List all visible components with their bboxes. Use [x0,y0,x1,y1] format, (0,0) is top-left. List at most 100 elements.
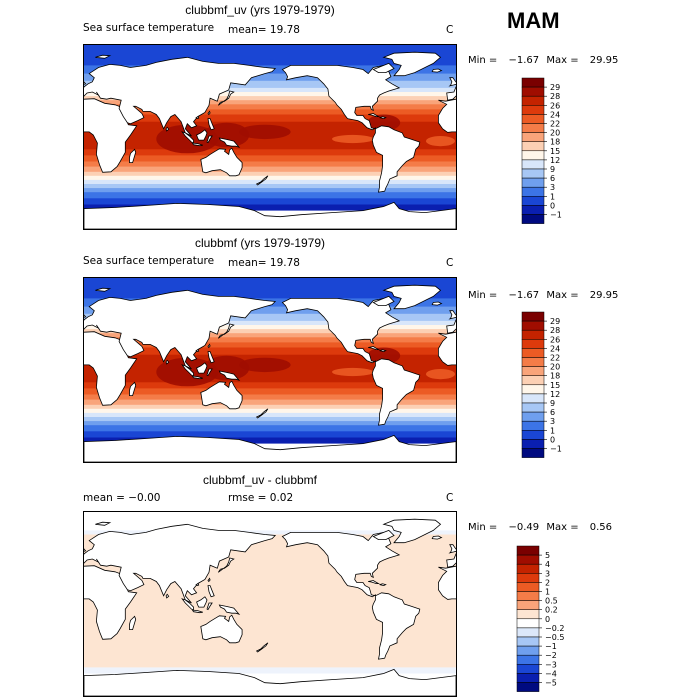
colorbar-swatch [521,393,545,404]
colorbar-tick-label: −3 [545,660,557,669]
landmass-eurasia [84,523,277,604]
colorbar-swatch [521,159,545,170]
colorbar-tick-label: 15 [550,147,560,156]
panel-3-max-label: Max = [546,522,579,533]
panel-3-units-label: C [446,492,454,504]
panel-1-map-svg [84,45,456,229]
colorbar-tick-label: 6 [550,408,555,417]
colorbar-swatch [516,664,540,674]
panel-2-min-label: Min = [468,290,498,301]
panel-2-max-label: Max = [546,290,579,301]
landmass-greenland [382,518,442,544]
colorbar-swatch [516,627,540,638]
landmass-antarctica [84,434,456,462]
panel-3-map-svg [84,512,456,696]
landmass-taiwan [207,110,211,116]
landmass-s_america [371,358,421,426]
panel-3-min-value: −0.49 [508,522,540,533]
colorbar-swatch [521,357,545,367]
panel-3-mean-label: mean = −0.00 [83,492,161,504]
colorbar-swatch [516,591,540,601]
colorbar-tick-label: 15 [550,381,560,390]
colorbar-tick-label: 26 [550,335,560,344]
colorbar-swatch [521,339,545,349]
colorbar-swatch [516,636,540,647]
colorbar-tick-label: 9 [550,399,555,408]
panel-1-max-value: 29.95 [589,55,619,66]
colorbar-tick-label: 1 [550,192,555,201]
colorbar-swatch [521,205,545,215]
colorbar-swatch [521,375,545,386]
landmass-madagascar [129,615,137,630]
colorbar-tick-label: 4 [545,560,550,569]
landmass-hainan [195,116,200,120]
colorbar-swatch [521,141,545,152]
landmass-hainan [195,583,200,587]
landmass-sri_lanka [165,593,170,599]
colorbar-tick-label: 18 [550,138,560,147]
colorbar-tick-label: 0 [550,201,555,210]
landmass-hainan [195,349,200,353]
panel-1-min-value: −1.67 [508,55,540,66]
colorbar-tick-label: 12 [550,156,560,165]
panel-2-units-label: C [446,257,454,269]
colorbar-swatch [521,123,545,133]
landmass-hispaniola [379,116,387,120]
colorbar-tick-label: 28 [550,92,560,101]
panel-1-variable-label: Sea surface temperature [83,22,215,34]
colorbar-tick-label: 9 [550,165,555,174]
landmass-greenland [382,284,442,310]
landmass-cuba [368,346,380,350]
landmass-new_zealand [255,175,269,186]
colorbar-swatch [516,609,540,620]
colorbar-swatch [521,177,545,188]
landmass-eurasia [84,56,277,137]
landmass-baffin [372,295,395,307]
colorbar-swatch [516,654,540,665]
panel-3-rmse-label: rmse = 0.02 [228,492,294,504]
landmass-sulawesi [206,135,213,144]
colorbar-swatch [521,196,545,206]
panel-2-variable-label: Sea surface temperature [83,255,215,267]
panel-1-map [83,44,457,230]
colorbar-tick-label: 28 [550,326,560,335]
colorbar-tick-label: 1 [550,426,555,435]
colorbar-swatch [521,95,545,106]
colorbar-tick-label: 20 [550,363,560,372]
landmass-japan [217,557,235,573]
colorbar-tick-label: −1 [550,211,562,220]
colorbar-tick-label: −0.5 [545,633,564,642]
landmass-antarctica [84,668,456,696]
landmass-philippines [207,351,215,364]
colorbar-swatch [521,320,545,331]
colorbar-swatch [521,366,545,376]
colorbar-swatch [516,563,540,574]
landmass-sri_lanka [165,126,170,132]
colorbar-swatch [521,411,545,422]
landmass-madagascar [129,381,137,396]
colorbar-swatch [516,618,540,629]
colorbar-tick-label: 20 [550,129,560,138]
landmass-taiwan [207,577,211,583]
landmass-svalbard [95,521,112,526]
landmass-japan [217,90,235,106]
landmass-java [191,142,203,147]
colorbar-swatch [521,150,545,161]
landmass-philippines [207,585,215,598]
landmass-greenland [382,51,442,77]
colorbar-swatch [516,600,540,610]
landmass-sulawesi [206,368,213,377]
colorbar-tick-label: 24 [550,110,560,119]
landmass-svalbard [95,287,112,292]
landmass-cuba [368,580,380,584]
panel-1-units-label: C [446,24,454,36]
colorbar-tick-label: 0.2 [545,606,558,615]
colorbar-tick-label: 3 [550,417,555,426]
season-label: MAM [507,8,560,33]
landmass-australia [200,147,243,177]
panel-1-minmax: Min = −1.67 Max = 29.95 [468,55,618,66]
landmass-japan [217,323,235,339]
colorbar-swatch [521,439,545,449]
panel-1-max-label: Max = [546,55,579,66]
